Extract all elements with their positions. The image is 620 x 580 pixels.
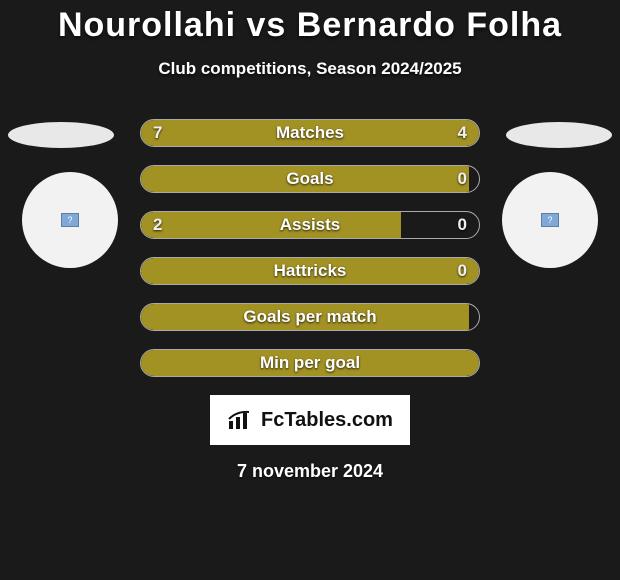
stat-label: Goals [286, 169, 333, 189]
stat-value-left: 2 [153, 215, 162, 235]
player-right-ellipse [506, 122, 612, 148]
stat-label: Hattricks [274, 261, 347, 281]
fctables-logo: FcTables.com [210, 395, 410, 445]
stat-value-right: 0 [458, 215, 467, 235]
placeholder-image-icon: ? [61, 213, 79, 227]
stat-row: Min per goal [0, 349, 620, 377]
stat-fill-left [141, 212, 401, 238]
stat-value-right: 4 [458, 123, 467, 143]
stat-label: Min per goal [260, 353, 360, 373]
stat-bar: Goals per match [140, 303, 480, 331]
stat-bar: 0 Hattricks [140, 257, 480, 285]
stat-label: Matches [276, 123, 344, 143]
stat-value-right: 0 [458, 261, 467, 281]
player-left-avatar: ? [22, 172, 118, 268]
player-left-ellipse [8, 122, 114, 148]
stat-label: Assists [280, 215, 340, 235]
placeholder-image-icon: ? [541, 213, 559, 227]
stat-bar: 2 0 Assists [140, 211, 480, 239]
comparison-subtitle: Club competitions, Season 2024/2025 [0, 59, 620, 79]
comparison-title: Nourollahi vs Bernardo Folha [0, 0, 620, 45]
player-right-avatar: ? [502, 172, 598, 268]
chart-icon [227, 409, 257, 431]
stat-bar: 7 4 Matches [140, 119, 480, 147]
stat-row: Goals per match [0, 303, 620, 331]
stat-value-right: 0 [458, 169, 467, 189]
stat-bar: 0 Goals [140, 165, 480, 193]
comparison-date: 7 november 2024 [0, 461, 620, 482]
stat-bar: Min per goal [140, 349, 480, 377]
stat-label: Goals per match [243, 307, 376, 327]
stat-value-left: 7 [153, 123, 162, 143]
logo-text: FcTables.com [261, 409, 393, 432]
